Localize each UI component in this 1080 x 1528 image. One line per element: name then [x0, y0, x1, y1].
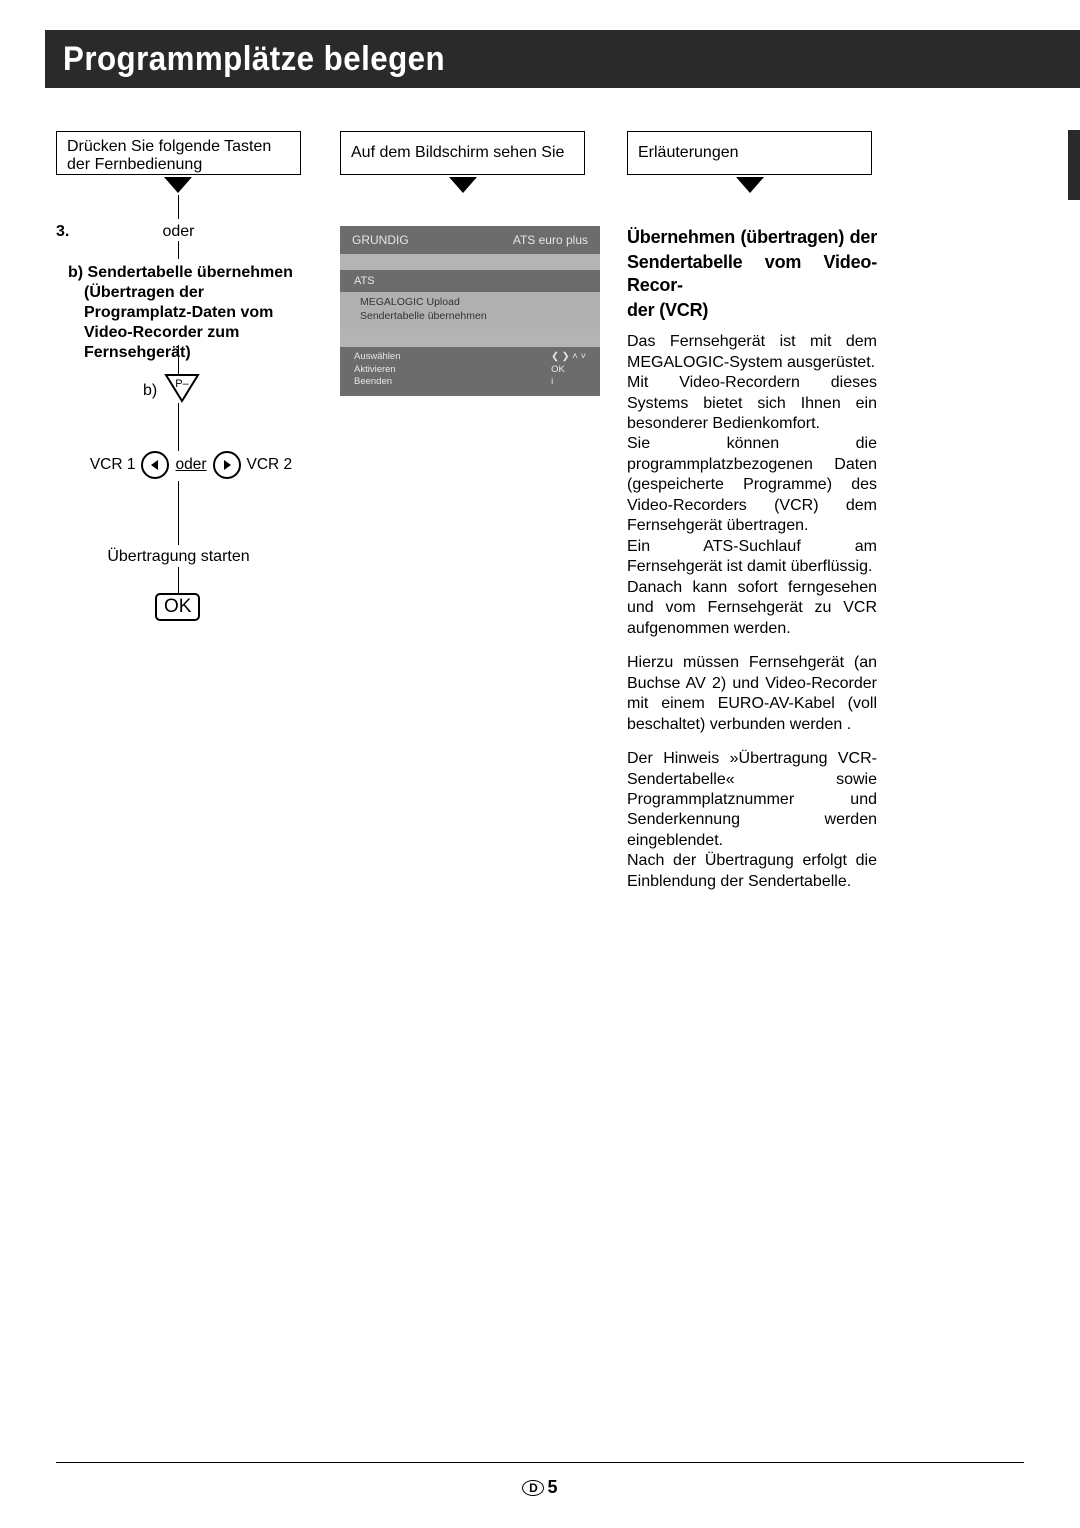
page-number: 5 [547, 1477, 557, 1497]
lang-badge: D [522, 1480, 544, 1496]
connector-line [178, 345, 179, 375]
page-footer: D5 [0, 1477, 1080, 1498]
connector-line [178, 403, 179, 451]
arrow-down-icon [736, 177, 764, 193]
connector-line [178, 481, 179, 545]
screen-footer: Auswählen Aktivieren Beenden ❮ ❯ ˄ ˅ OK … [340, 347, 600, 396]
explain-heading: Sendertabelle vom Video-Recor- [627, 251, 877, 297]
start-transfer-label: Übertragung starten [56, 548, 301, 566]
explain-heading: der (VCR) [627, 299, 877, 322]
footer-rule [56, 1462, 1024, 1463]
screen-row-ats: ATS [340, 270, 600, 292]
p-minus-button-icon: P– [164, 373, 200, 408]
substep-b-text: b) Sendertabelle übernehmen (Übertragen … [68, 263, 303, 363]
arrow-down-icon [164, 177, 192, 193]
svg-text:P–: P– [175, 378, 189, 390]
explain-para: Nach der Übertragung erfolgt die Einblen… [627, 851, 877, 892]
col1-header: Drücken Sie folgende Tasten der Fernbedi… [56, 131, 301, 175]
right-button-icon [213, 451, 241, 479]
oder-label: oder [175, 456, 206, 474]
explain-para: Danach kann sofort ferngesehen und vom F… [627, 578, 877, 639]
screen-mode: ATS euro plus [513, 233, 588, 247]
explain-para: Mit Video-Recordern dieses Systems biete… [627, 373, 877, 434]
explain-heading: Übernehmen (übertragen) der [627, 226, 877, 249]
tv-screen-mock: GRUNDIG ATS euro plus ATS MEGALOGIC Uplo… [340, 226, 600, 396]
vcr1-label: VCR 1 [90, 456, 136, 474]
label-b: b) [143, 382, 157, 400]
col3-header: Erläuterungen [627, 131, 872, 175]
screen-gap [340, 254, 600, 270]
side-tab [1068, 130, 1080, 200]
explain-para: Ein ATS-Suchlauf am Fernsehgerät ist dam… [627, 537, 877, 578]
vcr2-label: VCR 2 [247, 456, 293, 474]
screen-gap [340, 329, 600, 347]
screen-footer-left: Auswählen Aktivieren Beenden [354, 351, 400, 388]
page-title-bar: Programmplätze belegen [45, 30, 1080, 88]
arrow-down-icon [449, 177, 477, 193]
screen-footer-right: ❮ ❯ ˄ ˅ OK i [551, 351, 586, 388]
explanation-column: Übernehmen (übertragen) der Sendertabell… [627, 226, 877, 892]
connector-line [178, 567, 179, 593]
screen-brand: GRUNDIG [352, 233, 409, 247]
col2-header: Auf dem Bildschirm sehen Sie [340, 131, 585, 175]
step-oder: oder [56, 223, 301, 241]
screen-title-row: GRUNDIG ATS euro plus [340, 226, 600, 254]
page-title: Programmplätze belegen [63, 40, 445, 79]
left-button-icon [141, 451, 169, 479]
connector-line [178, 241, 179, 259]
vcr-row: VCR 1 oder VCR 2 [86, 451, 296, 479]
explain-para: Das Fernsehgerät ist mit dem MEGALOGIC-S… [627, 332, 877, 373]
screen-sub: MEGALOGIC Upload Sendertabelle übernehme… [340, 292, 600, 329]
explain-para: Der Hinweis »Übertragung VCR-Sendertabel… [627, 749, 877, 851]
explain-para: Hierzu müssen Fernsehgerät (an Buchse AV… [627, 653, 877, 735]
ok-button-icon: OK [155, 593, 200, 621]
connector-line [178, 195, 179, 219]
explain-para: Sie können die programmplatzbezogenen Da… [627, 434, 877, 536]
